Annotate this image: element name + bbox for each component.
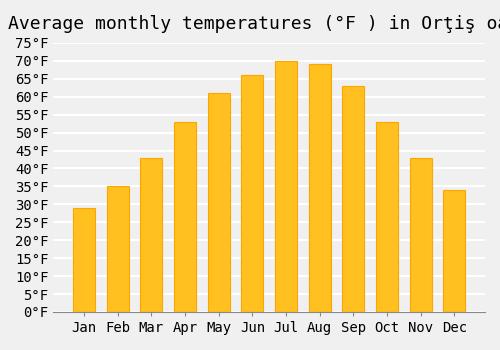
Bar (342, 86, 364, 312)
Bar (275, 61, 297, 312)
Bar (444, 190, 466, 312)
Bar (410, 158, 432, 312)
Bar (376, 122, 398, 312)
Bar (242, 75, 264, 312)
Title: Average monthly temperatures (°F ) in Orţiş oara: Average monthly temperatures (°F ) in Or… (8, 15, 500, 33)
Bar (174, 122, 196, 312)
Bar (106, 187, 128, 312)
Bar (208, 93, 230, 312)
Bar (309, 64, 330, 312)
Bar (140, 158, 162, 312)
Bar (73, 208, 95, 312)
